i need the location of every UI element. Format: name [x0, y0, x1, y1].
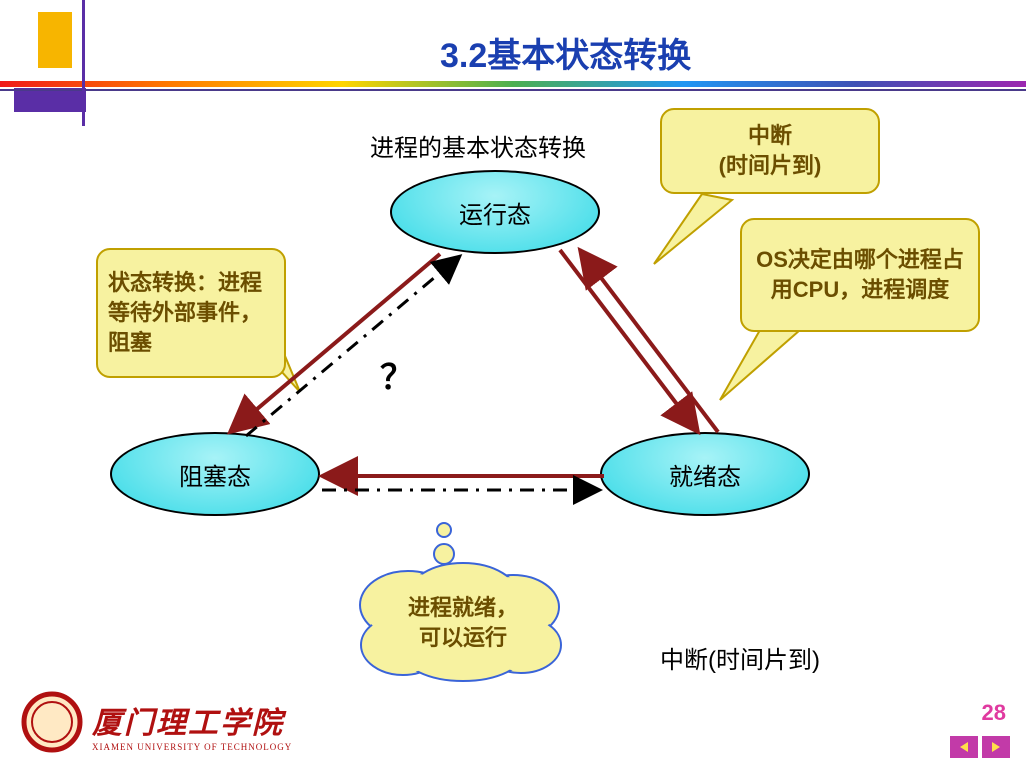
nav-next-button[interactable]	[982, 736, 1010, 758]
diagram-subtitle: 进程的基本状态转换	[370, 128, 586, 163]
callout-interrupt-l1: 中断	[719, 121, 822, 151]
page-number: 28	[982, 700, 1006, 726]
callout-interrupt-l2: (时间片到)	[719, 151, 822, 181]
header-vertical-line	[82, 0, 85, 126]
nav-prev-button[interactable]	[950, 736, 978, 758]
university-seal	[16, 690, 88, 754]
state-ready: 就绪态	[600, 432, 810, 516]
callout-schedule: OS决定由哪个进程占用CPU，进程调度	[740, 218, 980, 332]
state-running-label: 运行态	[459, 195, 531, 230]
state-blocked-label: 阻塞态	[179, 457, 251, 492]
state-blocked: 阻塞态	[110, 432, 320, 516]
callout-interrupt: 中断 (时间片到)	[660, 108, 880, 194]
callout-schedule-text: OS决定由哪个进程占用CPU，进程调度	[752, 245, 968, 304]
header-yellow-block	[38, 12, 72, 68]
question-mark: ？	[380, 350, 414, 399]
rainbow-divider	[0, 78, 1026, 92]
footer-note: 中断(时间片到)	[660, 640, 820, 675]
callout-block-text: 状态转换：进程等待外部事件，阻塞	[108, 268, 274, 357]
callout-cloud: 进程就绪， 可以运行	[368, 568, 558, 678]
slide-title: 3.2基本状态转换	[440, 28, 691, 77]
university-name-en: XIAMEN UNIVERSITY OF TECHNOLOGY	[92, 742, 292, 752]
state-ready-label: 就绪态	[669, 457, 741, 492]
university-name: 厦门理工学院 XIAMEN UNIVERSITY OF TECHNOLOGY	[92, 698, 292, 752]
callout-block: 状态转换：进程等待外部事件，阻塞	[96, 248, 286, 378]
state-running: 运行态	[390, 170, 600, 254]
university-name-cn: 厦门理工学院	[92, 698, 292, 742]
nav-buttons	[950, 736, 1010, 758]
callout-cloud-l2: 可以运行	[408, 623, 518, 653]
callout-cloud-l1: 进程就绪，	[408, 593, 518, 623]
